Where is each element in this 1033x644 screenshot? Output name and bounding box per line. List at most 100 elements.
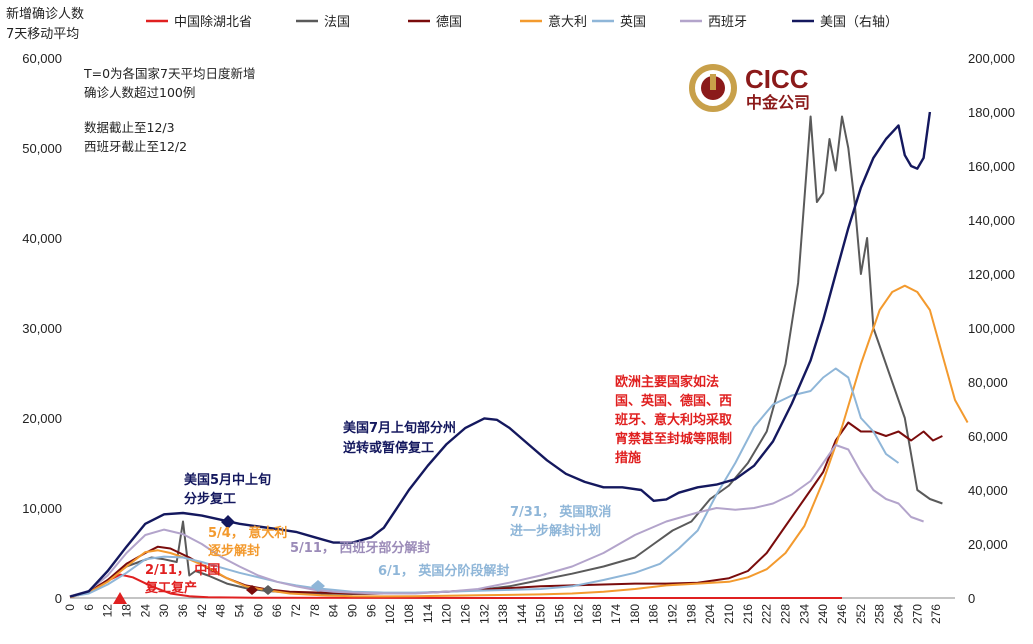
x-tick-label: 78 — [308, 604, 322, 618]
annotation-us-may: 美国5月中上旬 分步复工 — [184, 472, 276, 507]
logo-bar — [710, 74, 716, 90]
left-y-tick-label: 0 — [55, 591, 62, 606]
x-tick-label: 24 — [138, 604, 152, 618]
legend: 中国除湖北省 法国 德国 意大利 英国 西班牙 美国（右轴） — [146, 14, 898, 30]
note-line4: 西班牙截止至12/2 — [84, 139, 187, 154]
legend-label-1: 法国 — [324, 15, 350, 30]
annotation-us-may-line1: 美国5月中上旬 — [184, 472, 271, 488]
logo-ring-outer — [689, 64, 737, 112]
x-tick-label: 84 — [327, 604, 341, 618]
x-tick-label: 270 — [910, 604, 924, 624]
right-y-axis: 0 20,000 40,000 60,000 80,000 100,000 120,000 1… — [968, 51, 1015, 606]
x-tick-label: 66 — [270, 604, 284, 618]
series-line-2 — [69, 421, 943, 598]
x-tick-label: 36 — [176, 604, 190, 618]
x-tick-label: 180 — [628, 604, 642, 624]
annotation-china: 2/11， 中国 复工复产 — [144, 562, 225, 596]
left-y-tick-label: 20,000 — [22, 411, 62, 426]
annotation-europe-line2: 国、英国、德国、西 — [615, 393, 732, 409]
x-tick-label: 102 — [383, 604, 397, 624]
right-y-tick-label: 80,000 — [968, 375, 1008, 390]
x-tick-label: 114 — [421, 604, 435, 623]
annotation-us-july-line1: 美国7月上旬部分州 — [343, 420, 456, 436]
annotation-europe-line5: 措施 — [615, 450, 641, 466]
left-axis-title-line2: 7天移动平均 — [6, 27, 79, 42]
x-tick-label: 186 — [647, 604, 661, 624]
note-line2: 确诊人数超过100例 — [84, 85, 195, 100]
x-tick-label: 108 — [402, 604, 416, 624]
annotation-us-july-line2: 逆转或暂停复工 — [343, 440, 434, 456]
x-tick-label: 138 — [496, 604, 510, 624]
x-tick-label: 132 — [477, 604, 491, 624]
x-tick-label: 264 — [892, 604, 906, 624]
series-layer — [69, 111, 969, 599]
annotation-italy-line2: 逐步解封 — [208, 543, 260, 559]
x-tick-label: 126 — [458, 604, 472, 624]
x-axis: 0 6 12 18 24 30 36 42 48 54 60 66 72 78 84 90 96 102 108 11… — [63, 604, 943, 624]
annotation-china-line2: 复工复产 — [144, 580, 197, 596]
left-y-tick-label: 10,000 — [22, 501, 62, 516]
left-y-tick-label: 60,000 — [22, 51, 62, 66]
annotation-europe-line3: 班牙、意大利均采取 — [615, 412, 733, 428]
annotation-us-july: 美国7月上旬部分州 逆转或暂停复工 — [343, 420, 461, 456]
annotation-us-may-line2: 分步复工 — [184, 491, 236, 507]
x-tick-label: 210 — [722, 604, 736, 624]
x-tick-label: 120 — [440, 604, 454, 624]
x-tick-label: 198 — [684, 604, 698, 624]
x-tick-label: 192 — [666, 604, 680, 624]
legend-label-3: 意大利 — [548, 14, 587, 30]
series-line-4 — [69, 367, 900, 598]
x-tick-label: 216 — [741, 604, 755, 624]
x-tick-label: 54 — [232, 604, 246, 618]
legend-label-4: 英国 — [620, 15, 646, 30]
x-tick-label: 246 — [835, 604, 849, 624]
uk-reopen-marker — [311, 580, 325, 592]
france-marker — [262, 585, 274, 595]
x-tick-label: 60 — [251, 604, 265, 618]
legend-label-5: 西班牙 — [708, 15, 747, 30]
x-tick-label: 30 — [157, 604, 171, 618]
left-y-tick-label: 50,000 — [22, 141, 62, 156]
left-y-tick-label: 40,000 — [22, 231, 62, 246]
x-tick-label: 90 — [345, 604, 359, 618]
x-tick-label: 168 — [590, 604, 604, 624]
x-tick-label: 96 — [364, 604, 378, 618]
logo-subtext: 中金公司 — [746, 93, 810, 112]
series-line-5 — [69, 444, 924, 598]
x-tick-label: 0 — [63, 604, 77, 611]
x-tick-label: 12 — [101, 604, 115, 618]
right-y-tick-label: 0 — [968, 591, 975, 606]
left-axis-title-line1: 新增确诊人数 — [6, 6, 84, 22]
right-y-tick-label: 200,000 — [968, 51, 1015, 66]
x-tick-label: 144 — [515, 604, 529, 624]
annotation-spain: 5/11， 西班牙部分解封 — [290, 540, 430, 556]
annotation-uk: 6/1， 英国分阶段解封 — [378, 563, 509, 579]
x-tick-label: 204 — [703, 604, 717, 624]
annotation-italy: 5/4， 意大利 逐步解封 — [208, 525, 292, 559]
x-tick-label: 6 — [82, 604, 96, 611]
left-y-axis: 0 10,000 20,000 30,000 40,000 50,000 60,000 — [22, 51, 62, 606]
annotation-china-line1: 2/11， 中国 — [145, 562, 220, 578]
x-tick-label: 276 — [929, 604, 943, 624]
x-tick-label: 18 — [119, 604, 133, 618]
x-tick-label: 240 — [816, 604, 830, 624]
note-line3: 数据截止至12/3 — [84, 120, 175, 135]
x-tick-label: 156 — [553, 604, 567, 624]
x-tick-label: 252 — [854, 604, 868, 624]
series-line-3 — [69, 284, 969, 599]
annotation-europe: 欧洲主要国家如法 国、英国、德国、西 班牙、意大利均采取 宵禁甚至封城等限制 措… — [615, 374, 737, 466]
right-y-tick-label: 140,000 — [968, 213, 1015, 228]
annotation-europe-line4: 宵禁甚至封城等限制 — [615, 431, 732, 447]
x-tick-label: 162 — [571, 604, 585, 624]
x-tick-label: 234 — [797, 604, 811, 624]
x-tick-label: 48 — [214, 604, 228, 618]
china-reopen-marker — [113, 592, 127, 604]
annotation-uk-july-line2: 进一步解封计划 — [510, 523, 601, 539]
right-y-tick-label: 120,000 — [968, 267, 1015, 282]
x-tick-label: 72 — [289, 604, 303, 618]
germany-marker — [246, 585, 258, 595]
right-y-tick-label: 180,000 — [968, 105, 1015, 120]
annotation-italy-line1: 5/4， 意大利 — [208, 525, 287, 541]
x-tick-label: 150 — [534, 604, 548, 624]
series-line-6 — [69, 111, 932, 598]
